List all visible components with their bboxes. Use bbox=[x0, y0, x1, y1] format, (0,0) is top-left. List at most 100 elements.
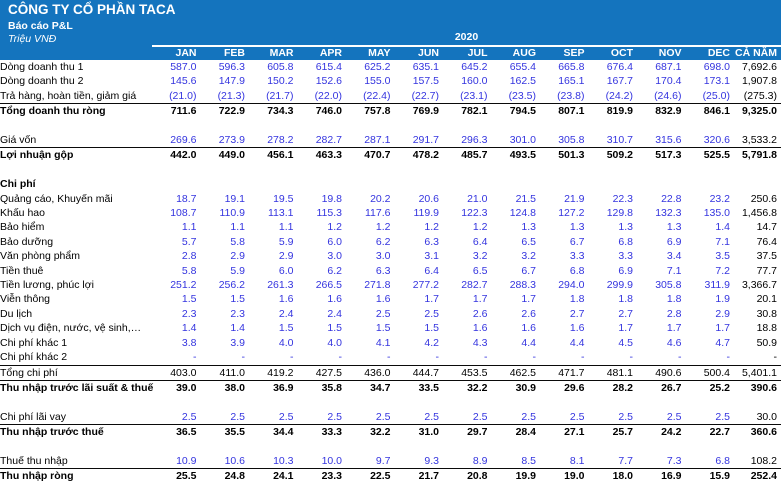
tra-hang-nov[interactable]: (24.6) bbox=[637, 88, 686, 105]
tong-doanh-thu-rong-sep[interactable]: 807.1 bbox=[558, 105, 585, 118]
tong-chi-phi-may[interactable]: 436.0 bbox=[346, 365, 395, 381]
khau-hao-may[interactable]: 117.6 bbox=[365, 207, 391, 220]
dong-doanh-thu-1-may[interactable]: 625.2 bbox=[364, 61, 391, 73]
tien-thue-dec[interactable]: 7.2 bbox=[715, 264, 730, 277]
tong-chi-phi-jul[interactable]: 453.5 bbox=[443, 365, 492, 381]
bao-hiem-aug[interactable]: 1.3 bbox=[521, 221, 536, 234]
bao-hiem-jun[interactable]: 1.2 bbox=[424, 221, 439, 234]
thue-thu-nhap-sep[interactable]: 8.1 bbox=[540, 453, 589, 470]
tra-hang-jan[interactable]: (21.0) bbox=[152, 88, 201, 105]
dong-doanh-thu-2-feb[interactable]: 147.9 bbox=[218, 75, 245, 88]
gia-von-label[interactable]: Giá vốn bbox=[0, 133, 152, 149]
ebit-label[interactable]: Thu nhập trước lãi suất & thuế bbox=[0, 381, 154, 394]
tra-hang-apr[interactable]: (22.0) bbox=[297, 88, 346, 105]
column-header-jan[interactable]: JAN bbox=[175, 47, 197, 59]
ebit-jun[interactable]: 33.5 bbox=[418, 381, 439, 394]
tra-hang-jul[interactable]: (23.1) bbox=[443, 88, 492, 105]
thu-nhap-rong-feb[interactable]: 24.8 bbox=[224, 470, 245, 483]
thu-nhap-rong-jun[interactable]: 21.7 bbox=[418, 470, 439, 483]
ebit-dec[interactable]: 25.2 bbox=[709, 381, 730, 394]
gia-von-mar[interactable]: 278.2 bbox=[249, 133, 298, 149]
thue-thu-nhap-feb[interactable]: 10.6 bbox=[200, 453, 249, 470]
chi-phi-lai-vay-jul[interactable]: 2.5 bbox=[443, 409, 492, 426]
tong-doanh-thu-rong-label[interactable]: Tổng doanh thu ròng bbox=[0, 105, 106, 118]
thu-nhap-truoc-thue-jun[interactable]: 31.0 bbox=[418, 426, 439, 439]
thu-nhap-truoc-thue-apr[interactable]: 33.3 bbox=[321, 426, 342, 439]
column-header-c-n-m[interactable]: CẢ NĂM bbox=[735, 47, 777, 59]
chi-phi-khac-1-apr[interactable]: 4.0 bbox=[327, 336, 342, 349]
dich-vu-oct[interactable]: 1.7 bbox=[618, 322, 633, 335]
chi-phi-khac-2-may[interactable]: - bbox=[346, 350, 395, 366]
tien-luong-mar[interactable]: 261.3 bbox=[267, 279, 294, 292]
van-phong-pham-aug[interactable]: 3.2 bbox=[521, 250, 536, 263]
dong-doanh-thu-1-feb[interactable]: 596.3 bbox=[218, 61, 245, 73]
thue-thu-nhap-may[interactable]: 9.7 bbox=[346, 453, 395, 470]
tien-luong-feb[interactable]: 256.2 bbox=[218, 279, 245, 292]
khau-hao-c-n-m[interactable]: 1,456.8 bbox=[741, 207, 777, 220]
tong-chi-phi-mar[interactable]: 419.2 bbox=[249, 365, 298, 381]
khau-hao-feb[interactable]: 110.9 bbox=[219, 207, 246, 220]
bao-duong-jul[interactable]: 6.4 bbox=[472, 235, 488, 248]
bao-duong-label[interactable]: Bảo dưỡng bbox=[0, 235, 54, 248]
chi-phi-lai-vay-apr[interactable]: 2.5 bbox=[297, 409, 346, 426]
khau-hao-dec[interactable]: 135.0 bbox=[703, 207, 730, 220]
du-lich-jul[interactable]: 2.6 bbox=[472, 307, 488, 320]
chi-phi-khac-2-jun[interactable]: - bbox=[394, 350, 443, 366]
dich-vu-nov[interactable]: 1.7 bbox=[666, 322, 682, 335]
tien-thue-sep[interactable]: 6.8 bbox=[569, 264, 585, 277]
vien-thong-jan[interactable]: 1.5 bbox=[181, 293, 197, 306]
column-header-nov[interactable]: NOV bbox=[658, 47, 682, 59]
khau-hao-aug[interactable]: 124.8 bbox=[509, 207, 536, 220]
column-header-mar[interactable]: MAR bbox=[269, 47, 294, 59]
column-header-jul[interactable]: JUL bbox=[467, 47, 488, 59]
quang-cao-oct[interactable]: 22.3 bbox=[612, 192, 633, 205]
tra-hang-aug[interactable]: (23.5) bbox=[491, 88, 540, 105]
dong-doanh-thu-1-dec[interactable]: 698.0 bbox=[703, 61, 730, 73]
van-phong-pham-feb[interactable]: 2.9 bbox=[230, 250, 245, 263]
tong-chi-phi-c-n-m[interactable]: 5,401.1 bbox=[734, 365, 781, 381]
ebit-apr[interactable]: 35.8 bbox=[321, 381, 342, 394]
chi-phi-khac-2-nov[interactable]: - bbox=[637, 350, 686, 366]
dong-doanh-thu-1-apr[interactable]: 615.4 bbox=[315, 61, 342, 73]
dich-vu-sep[interactable]: 1.6 bbox=[569, 322, 585, 335]
bao-duong-sep[interactable]: 6.7 bbox=[569, 235, 585, 248]
dong-doanh-thu-1-aug[interactable]: 655.4 bbox=[509, 61, 536, 73]
tong-doanh-thu-rong-nov[interactable]: 832.9 bbox=[655, 105, 682, 118]
ebit-nov[interactable]: 26.7 bbox=[661, 381, 682, 394]
gia-von-dec[interactable]: 320.6 bbox=[685, 133, 734, 149]
van-phong-pham-jan[interactable]: 2.8 bbox=[181, 250, 197, 263]
quang-cao-sep[interactable]: 21.9 bbox=[564, 192, 585, 205]
gia-von-jul[interactable]: 296.3 bbox=[443, 133, 492, 149]
dong-doanh-thu-2-jun[interactable]: 157.5 bbox=[412, 75, 439, 88]
dong-doanh-thu-2-aug[interactable]: 162.5 bbox=[509, 75, 536, 88]
chi-phi-header-label[interactable]: Chi phí bbox=[0, 178, 36, 191]
dong-doanh-thu-1-mar[interactable]: 605.8 bbox=[267, 61, 294, 73]
gia-von-oct[interactable]: 310.7 bbox=[588, 133, 637, 149]
tien-thue-apr[interactable]: 6.2 bbox=[327, 264, 342, 277]
tong-chi-phi-dec[interactable]: 500.4 bbox=[685, 365, 734, 381]
tien-luong-sep[interactable]: 294.0 bbox=[558, 279, 585, 292]
tien-luong-jul[interactable]: 282.7 bbox=[461, 279, 488, 292]
thu-nhap-truoc-thue-nov[interactable]: 24.2 bbox=[661, 426, 682, 439]
chi-phi-khac-2-label[interactable]: Chi phí khác 2 bbox=[0, 350, 152, 366]
tong-chi-phi-feb[interactable]: 411.0 bbox=[200, 365, 249, 381]
bao-hiem-jan[interactable]: 1.1 bbox=[181, 221, 197, 234]
chi-phi-khac-2-c-n-m[interactable]: - bbox=[734, 350, 781, 366]
tien-thue-jan[interactable]: 5.8 bbox=[181, 264, 197, 277]
tien-luong-oct[interactable]: 299.9 bbox=[606, 279, 633, 292]
thue-thu-nhap-aug[interactable]: 8.5 bbox=[491, 453, 540, 470]
tra-hang-c-n-m[interactable]: (275.3) bbox=[734, 88, 781, 105]
thu-nhap-truoc-thue-dec[interactable]: 22.7 bbox=[709, 426, 730, 439]
tong-doanh-thu-rong-dec[interactable]: 846.1 bbox=[703, 105, 730, 118]
ebit-jul[interactable]: 32.2 bbox=[467, 381, 488, 394]
vien-thong-jun[interactable]: 1.7 bbox=[424, 293, 439, 306]
bao-duong-jun[interactable]: 6.3 bbox=[424, 235, 439, 248]
chi-phi-lai-vay-aug[interactable]: 2.5 bbox=[491, 409, 540, 426]
column-header-feb[interactable]: FEB bbox=[224, 47, 245, 59]
chi-phi-lai-vay-nov[interactable]: 2.5 bbox=[637, 409, 686, 426]
thu-nhap-truoc-thue-oct[interactable]: 25.7 bbox=[612, 426, 633, 439]
dich-vu-c-n-m[interactable]: 18.8 bbox=[756, 322, 777, 335]
thu-nhap-rong-oct[interactable]: 18.0 bbox=[612, 470, 633, 483]
thu-nhap-rong-aug[interactable]: 19.9 bbox=[515, 470, 536, 483]
quang-cao-feb[interactable]: 19.1 bbox=[224, 192, 245, 205]
